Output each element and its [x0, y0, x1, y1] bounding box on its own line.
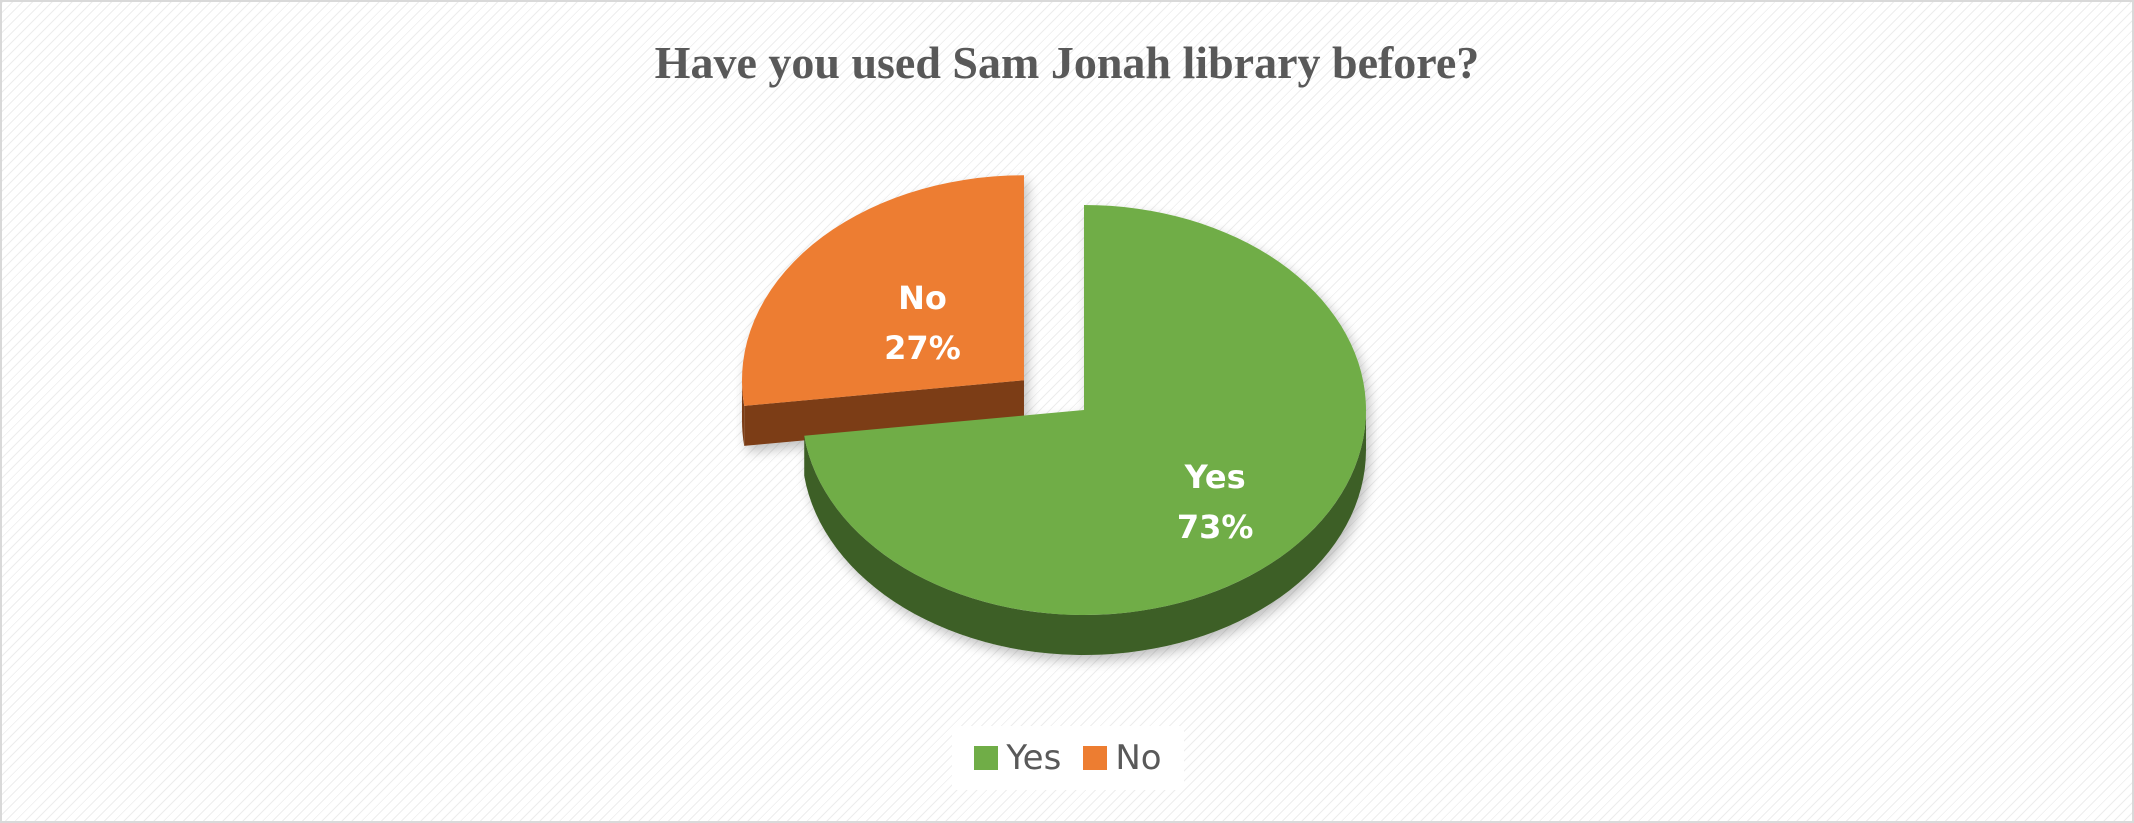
legend-item-no[interactable]: No — [1083, 738, 1162, 778]
data-label-category-no: No — [898, 279, 947, 317]
legend: Yes No — [952, 726, 1184, 790]
chart-title: Have you used Sam Jonah library before? — [654, 37, 1480, 88]
data-label-category-yes: Yes — [1184, 458, 1246, 496]
data-label-value-no: 27% — [884, 329, 961, 367]
slice-no-top — [741, 175, 1024, 406]
legend-swatch-no — [1083, 746, 1108, 770]
slice-yes[interactable] — [804, 205, 1366, 656]
slice-no-side — [741, 380, 745, 446]
slice-no[interactable] — [741, 175, 1024, 446]
legend-item-yes[interactable]: Yes — [974, 738, 1061, 778]
legend-label-no: No — [1115, 738, 1162, 778]
slice-yes-top — [804, 205, 1366, 615]
legend-swatch-yes — [974, 746, 999, 770]
data-label-value-yes: 73% — [1177, 508, 1254, 546]
slice-no-cut-face — [744, 380, 1024, 446]
slice-yes-side — [804, 410, 1366, 656]
legend-label-yes: Yes — [1006, 738, 1062, 778]
